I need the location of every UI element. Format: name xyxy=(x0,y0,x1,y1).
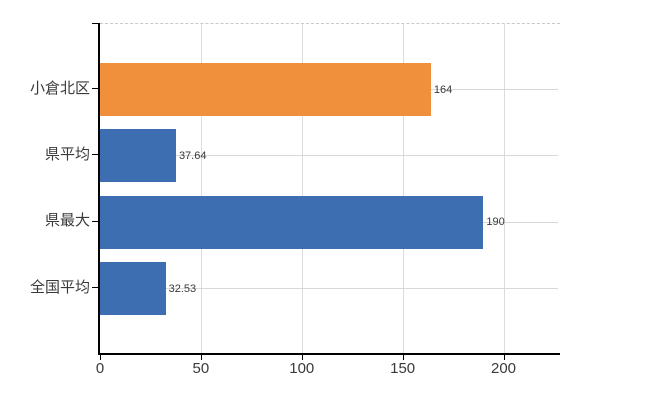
y-axis-line xyxy=(98,23,100,355)
vertical-gridline xyxy=(301,24,303,353)
x-tick-label: 50 xyxy=(192,360,210,377)
x-axis-line xyxy=(98,353,560,355)
category-label: 小倉北区 xyxy=(29,79,90,97)
bar-value-label: 164 xyxy=(433,83,453,96)
bar-4 xyxy=(100,262,166,316)
category-label: 県平均 xyxy=(44,145,90,163)
x-tick xyxy=(402,355,404,360)
bar-value-label: 37.64 xyxy=(178,149,207,162)
x-tick xyxy=(301,355,303,360)
x-tick xyxy=(100,355,101,360)
y-axis-end-tick xyxy=(92,23,99,24)
bar-2 xyxy=(100,129,176,183)
y-tick xyxy=(92,154,99,156)
y-tick xyxy=(92,287,99,289)
bar-value-label: 190 xyxy=(486,216,505,229)
y-tick xyxy=(92,88,99,89)
bar-3 xyxy=(100,195,484,249)
plot-area: 164 37.64 190 32.53 xyxy=(100,23,560,353)
horizontal-gridline xyxy=(100,155,558,157)
y-tick xyxy=(92,220,99,222)
category-label: 全国平均 xyxy=(29,278,90,296)
horizontal-gridline xyxy=(100,288,558,290)
x-tick xyxy=(200,355,202,360)
category-label: 県最大 xyxy=(44,212,90,230)
x-tick xyxy=(503,355,505,360)
bar-1 xyxy=(100,63,431,116)
vertical-gridline xyxy=(402,24,404,353)
vertical-gridline xyxy=(200,24,202,353)
x-tick-label: 0 xyxy=(95,360,105,377)
x-tick-label: 100 xyxy=(289,360,315,377)
x-tick-label: 200 xyxy=(490,360,517,377)
vertical-gridline xyxy=(503,24,505,353)
x-tick-label: 150 xyxy=(390,360,416,377)
bar-value-label: 32.53 xyxy=(168,282,197,295)
